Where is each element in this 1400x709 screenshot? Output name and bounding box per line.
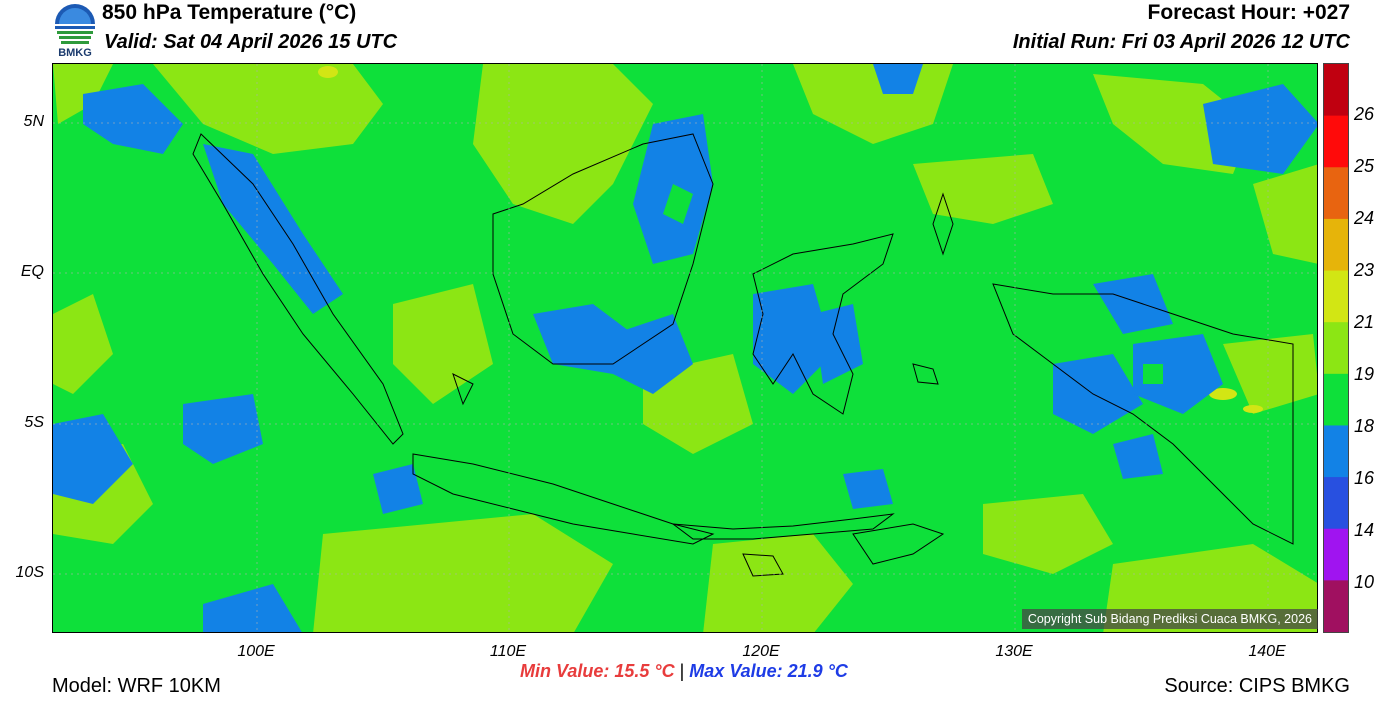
legend-label: 26 [1354,104,1375,124]
legend-label: 14 [1354,520,1375,540]
logo-text: BMKG [58,47,92,59]
legend-label: 25 [1354,156,1375,176]
copyright-notice: Copyright Sub Bidang Prediksi Cuaca BMKG… [1021,609,1318,629]
legend-swatch [1324,64,1348,117]
legend-swatch [1324,477,1348,530]
lon-label-120e: 120E [742,643,780,660]
legend-swatch [1324,218,1348,272]
lon-label-140e: 140E [1248,643,1286,660]
lat-label-10s: 10S [15,564,44,581]
color-legend [1323,63,1349,633]
coastlines [192,133,1294,577]
legend-label: 19 [1354,364,1375,384]
min-value: Min Value: 15.5 °C [520,661,675,681]
lat-label-eq: EQ [20,263,44,280]
source-info: Source: CIPS BMKG [1164,675,1350,697]
lon-label-130e: 130E [995,643,1033,660]
bmkg-logo: BMKG [51,2,99,62]
lat-label-5n: 5N [23,113,44,130]
legend-swatch [1324,425,1348,478]
map-title: 850 hPa Temperature (°C) [102,1,357,24]
forecast-hour: Forecast Hour: +027 [1147,1,1351,24]
legend-label: 16 [1354,468,1375,488]
legend-swatch [1324,115,1348,168]
lat-label-5s: 5S [24,414,44,431]
legend-swatch [1324,373,1348,426]
max-value: Max Value: 21.9 °C [689,661,848,681]
legend-label: 21 [1354,312,1375,332]
lon-label-110e: 110E [489,643,527,660]
legend-label: 10 [1354,572,1375,592]
legend-swatches [1324,64,1348,633]
legend-swatch [1324,167,1348,220]
valid-time: Valid: Sat 04 April 2026 15 UTC [104,31,398,53]
lon-label-100e: 100E [237,643,275,660]
map-canvas [53,64,1317,632]
initial-run: Initial Run: Fri 03 April 2026 12 UTC [1012,31,1350,53]
model-info: Model: WRF 10KM [52,675,221,697]
legend-label: 24 [1354,208,1375,228]
temperature-map [52,63,1318,633]
legend-label: 18 [1354,416,1375,436]
temp-18-19-patches [663,184,1163,384]
value-separator: | [679,661,685,681]
temp-21-23-spots [318,66,1263,413]
grid-lines [53,64,1317,632]
legend-swatch [1324,322,1348,375]
legend-swatch [1324,528,1348,581]
min-max-values: Min Value: 15.5 °C | Max Value: 21.9 °C [520,661,848,682]
legend-label: 23 [1354,260,1375,280]
legend-swatch [1324,580,1348,633]
legend-swatch [1324,270,1348,323]
